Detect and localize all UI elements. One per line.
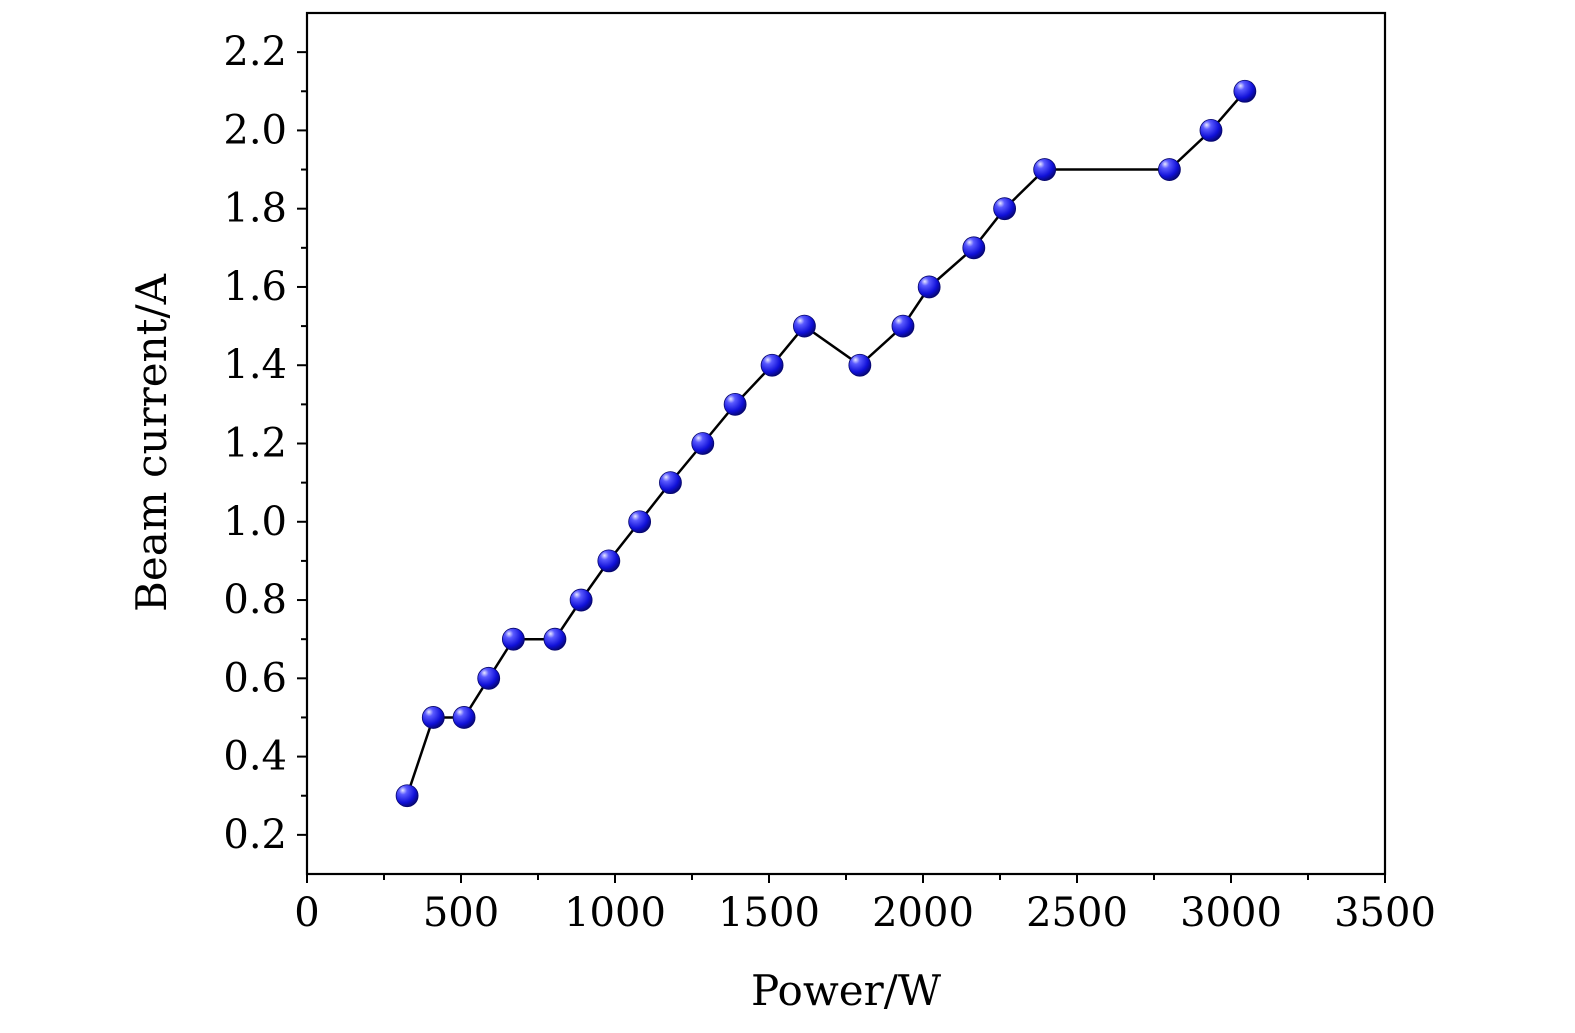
- data-point-marker: [760, 353, 784, 377]
- x-tick-label: 3500: [1334, 890, 1436, 936]
- x-tick-label: 2500: [1026, 890, 1128, 936]
- x-tick-label: 2000: [872, 890, 974, 936]
- data-point-marker: [597, 549, 621, 573]
- plot-frame: [305, 11, 1387, 876]
- data-point-marker: [691, 432, 715, 455]
- x-tick-label: 500: [423, 890, 499, 936]
- data-point-marker: [962, 236, 986, 260]
- x-tick-label: 1000: [564, 890, 666, 936]
- y-tick-label: 1.2: [223, 421, 287, 467]
- data-point-marker: [1033, 158, 1057, 181]
- x-tick-label: 1500: [718, 890, 820, 936]
- y-axis-title: Beam current/A: [127, 273, 176, 612]
- data-point-marker: [628, 510, 652, 534]
- x-tick-label: 3000: [1180, 890, 1282, 936]
- x-tick-label: 0: [294, 890, 319, 936]
- y-tick-label: 1.8: [223, 186, 287, 232]
- data-point-marker: [477, 666, 501, 690]
- data-point-marker: [569, 588, 593, 612]
- axis-tick-labels: 0 500 1000 1500 2000 2500 3000 3500 0.2 0.4 0.6 0.8…: [223, 29, 1436, 936]
- data-point-marker: [793, 314, 816, 338]
- data-point-marker: [421, 706, 445, 729]
- data-point-marker: [723, 392, 747, 416]
- y-tick-label: 2.0: [223, 107, 287, 153]
- data-point-marker: [891, 314, 915, 338]
- y-tick-label: 1.6: [223, 264, 287, 310]
- data-point-marker: [659, 471, 682, 495]
- y-tick-label: 0.6: [223, 655, 287, 701]
- data-point-marker: [1233, 79, 1257, 103]
- y-tick-label: 0.8: [223, 577, 287, 623]
- data-point-marker: [452, 706, 476, 729]
- data-point-marker: [1158, 158, 1181, 181]
- series-line: [405, 90, 1246, 797]
- y-tick-label: 2.2: [223, 29, 287, 75]
- y-tick-label: 0.2: [223, 812, 287, 858]
- data-point-marker: [1199, 119, 1223, 142]
- data-point-marker: [395, 784, 419, 808]
- y-tick-label: 1.4: [223, 342, 287, 388]
- data-point-marker: [993, 197, 1017, 221]
- data-point-marker: [543, 627, 567, 651]
- x-axis-title: Power/W: [751, 966, 942, 1015]
- data-markers: [395, 79, 1257, 808]
- y-tick-label: 1.0: [223, 499, 287, 545]
- data-point-marker: [848, 353, 872, 377]
- axis-ticks: [297, 51, 1386, 883]
- data-point-marker: [917, 275, 941, 299]
- y-tick-label: 0.4: [223, 734, 287, 780]
- data-point-marker: [501, 627, 525, 651]
